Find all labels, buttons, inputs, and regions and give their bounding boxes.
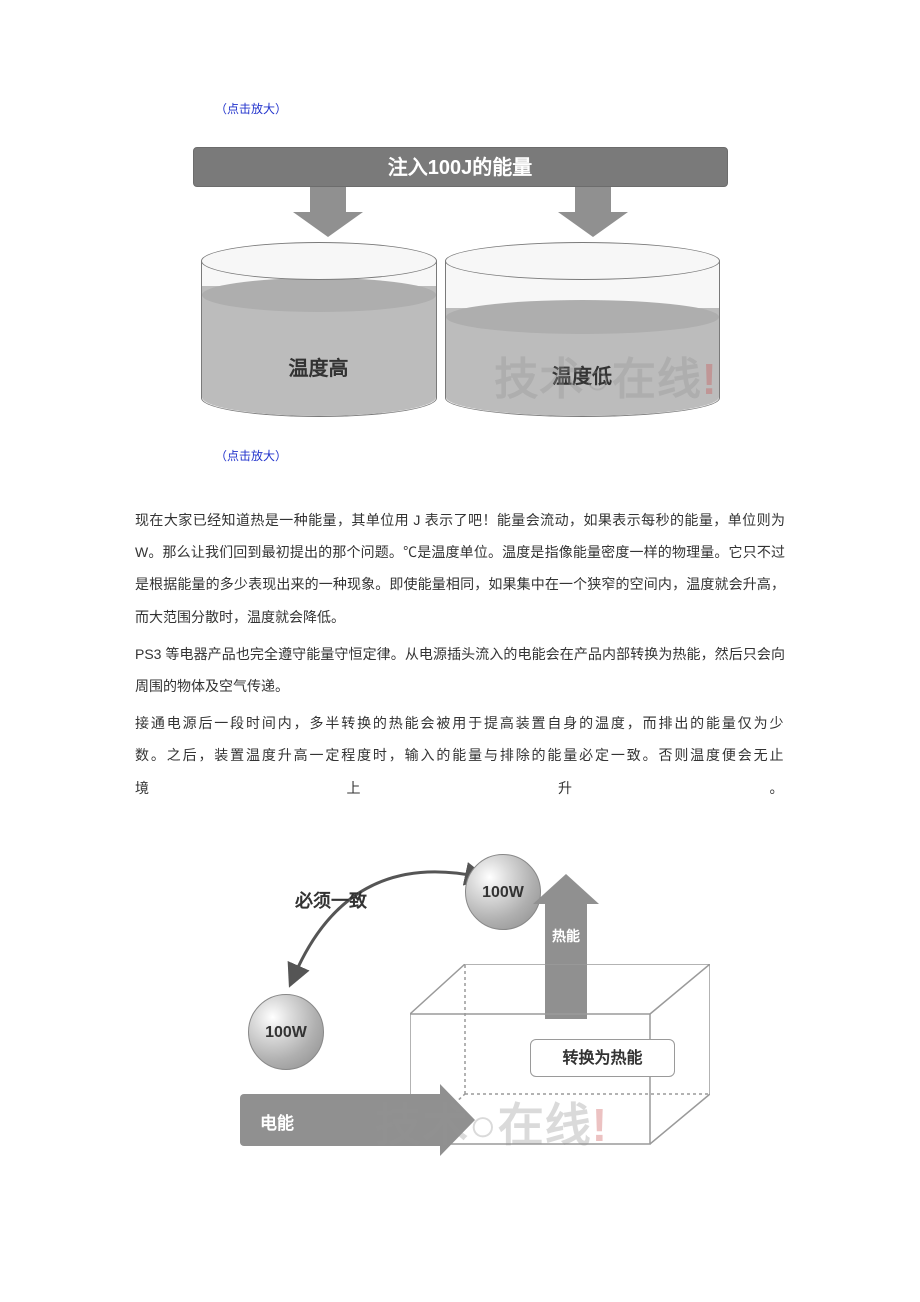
paragraph-3: 接通电源后一段时间内，多半转换的热能会被用于提高装置自身的温度，而排出的能量仅为… bbox=[135, 707, 785, 804]
sphere-output-100w: 100W bbox=[465, 854, 541, 930]
diagram1-header: 注入100J的能量 bbox=[193, 147, 728, 187]
diagram1-arrows bbox=[193, 187, 728, 242]
diagram-energy-balance: 必须一致 100W 100W 热能 转换为热能 电能 技术○在线! bbox=[190, 834, 730, 1184]
balance-label: 必须一致 bbox=[295, 887, 367, 913]
zoom-link-1[interactable]: （点击放大） bbox=[215, 100, 785, 117]
tank-label-low: 温度低 bbox=[445, 360, 720, 389]
tank-rim bbox=[201, 242, 437, 280]
diagram-energy-tanks: 注入100J的能量 温度高 温度低 技术○在线! bbox=[193, 147, 728, 422]
convert-heat-label: 转换为热能 bbox=[530, 1039, 675, 1077]
water-surface bbox=[202, 278, 436, 312]
paragraph-1: 现在大家已经知道热是一种能量，其单位用 J 表示了吧！能量会流动，如果表示每秒的… bbox=[135, 504, 785, 633]
tank-high-temp: 温度高 bbox=[201, 242, 437, 417]
elec-arrow-label: 电能 bbox=[260, 1109, 294, 1134]
tank-rim bbox=[445, 242, 720, 280]
tank-low-temp: 温度低 bbox=[445, 242, 720, 417]
tank-label-high: 温度高 bbox=[201, 352, 437, 381]
zoom-link-2[interactable]: （点击放大） bbox=[215, 447, 785, 464]
water-surface bbox=[446, 300, 719, 334]
paragraph-2: PS3 等电器产品也完全遵守能量守恒定律。从电源插头流入的电能会在产品内部转换为… bbox=[135, 638, 785, 702]
elec-arrow-icon: 电能 bbox=[240, 1094, 475, 1146]
sphere-input-100w: 100W bbox=[248, 994, 324, 1070]
heat-arrow-label: 热能 bbox=[545, 929, 587, 944]
